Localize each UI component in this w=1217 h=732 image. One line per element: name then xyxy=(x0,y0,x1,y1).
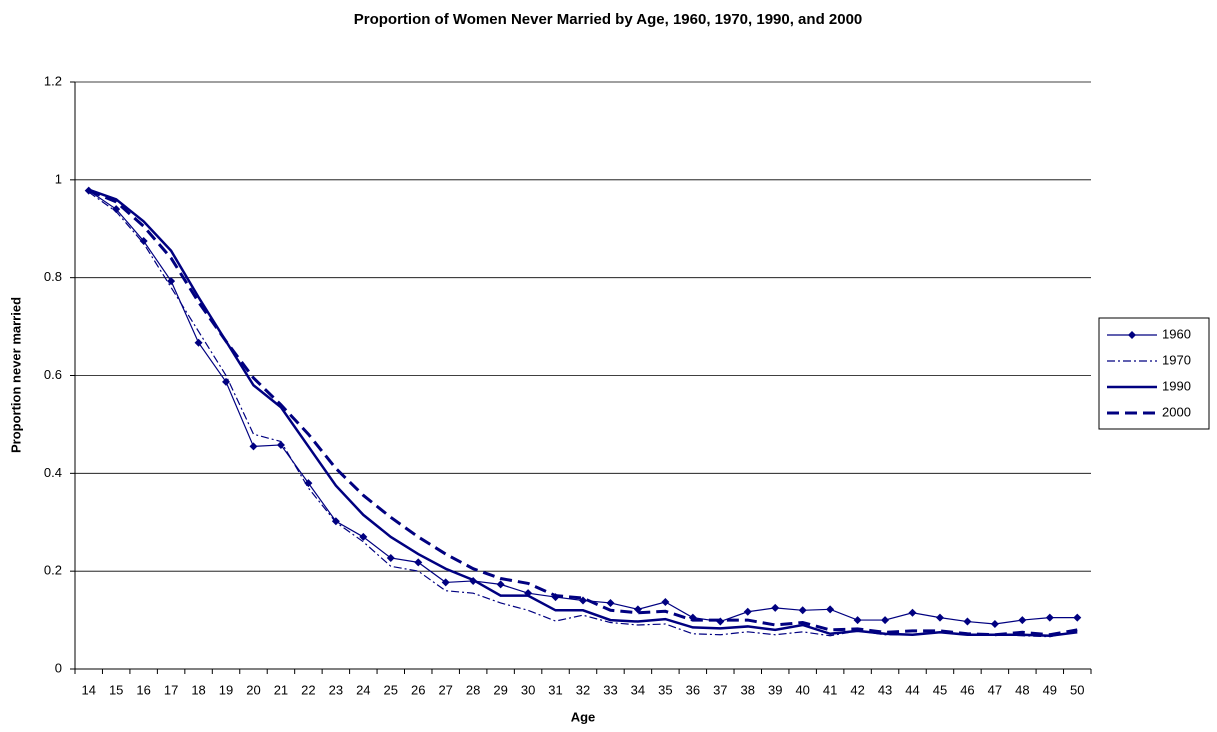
x-tick-label: 49 xyxy=(1043,682,1057,697)
x-tick-label: 39 xyxy=(768,682,782,697)
x-tick-label: 14 xyxy=(81,682,95,697)
legend-box xyxy=(1098,317,1210,430)
x-tick-label: 25 xyxy=(384,682,398,697)
x-tick-label: 37 xyxy=(713,682,727,697)
x-tick-label: 16 xyxy=(136,682,150,697)
y-tick-label: 1 xyxy=(55,171,62,186)
x-tick-label: 24 xyxy=(356,682,370,697)
x-tick-label: 35 xyxy=(658,682,672,697)
legend-label: 1960 xyxy=(1162,326,1191,341)
point-marker xyxy=(249,442,258,451)
x-tick-label: 36 xyxy=(686,682,700,697)
x-tick-label: 41 xyxy=(823,682,837,697)
x-tick-label: 43 xyxy=(878,682,892,697)
point-marker xyxy=(222,377,231,386)
y-axis-label: Proportion never married xyxy=(8,297,23,453)
y-tick-label: 0.2 xyxy=(44,563,62,578)
y-tick-label: 1.2 xyxy=(44,73,62,88)
x-tick-label: 46 xyxy=(960,682,974,697)
point-marker xyxy=(990,619,999,628)
x-tick-label: 42 xyxy=(850,682,864,697)
x-tick-label: 29 xyxy=(493,682,507,697)
point-marker xyxy=(826,605,835,614)
y-tick-label: 0.6 xyxy=(44,367,62,382)
x-tick-label: 34 xyxy=(631,682,645,697)
point-marker xyxy=(194,338,203,347)
legend-marker xyxy=(1128,331,1136,339)
point-marker xyxy=(496,580,505,589)
x-tick-label: 33 xyxy=(603,682,617,697)
x-tick-label: 15 xyxy=(109,682,123,697)
point-marker xyxy=(1073,613,1082,622)
point-marker xyxy=(661,597,670,606)
point-marker xyxy=(167,277,176,286)
series-line xyxy=(88,188,1078,637)
point-marker xyxy=(441,578,450,587)
legend-label: 2000 xyxy=(1162,404,1191,419)
y-tick-label: 0.8 xyxy=(44,269,62,284)
point-marker xyxy=(798,606,807,615)
point-marker xyxy=(386,553,395,562)
point-marker xyxy=(881,616,890,625)
series-line xyxy=(88,189,1078,637)
point-marker xyxy=(1045,613,1054,622)
x-tick-label: 31 xyxy=(548,682,562,697)
x-tick-label: 50 xyxy=(1070,682,1084,697)
point-marker xyxy=(276,440,285,449)
x-tick-label: 38 xyxy=(741,682,755,697)
x-tick-label: 47 xyxy=(988,682,1002,697)
x-tick-label: 22 xyxy=(301,682,315,697)
x-tick-label: 26 xyxy=(411,682,425,697)
point-marker xyxy=(606,598,615,607)
point-marker xyxy=(853,616,862,625)
x-tick-label: 45 xyxy=(933,682,947,697)
x-tick-label: 20 xyxy=(246,682,260,697)
x-tick-label: 17 xyxy=(164,682,178,697)
series-line xyxy=(88,190,1078,625)
x-tick-label: 19 xyxy=(219,682,233,697)
chart-title: Proportion of Women Never Married by Age… xyxy=(354,11,863,28)
x-tick-label: 30 xyxy=(521,682,535,697)
y-tick-label: 0 xyxy=(55,660,62,675)
point-marker xyxy=(139,236,148,245)
legend-label: 1990 xyxy=(1162,378,1191,393)
x-tick-label: 48 xyxy=(1015,682,1029,697)
point-marker xyxy=(414,558,423,567)
x-tick-label: 32 xyxy=(576,682,590,697)
point-marker xyxy=(359,532,368,541)
y-tick-label: 0.4 xyxy=(44,465,62,480)
legend-label: 1970 xyxy=(1162,352,1191,367)
point-marker xyxy=(963,617,972,626)
x-tick-label: 44 xyxy=(905,682,919,697)
x-tick-label: 28 xyxy=(466,682,480,697)
point-marker xyxy=(1018,616,1027,625)
point-marker xyxy=(935,613,944,622)
x-tick-label: 40 xyxy=(795,682,809,697)
point-marker xyxy=(743,607,752,616)
series-line xyxy=(88,191,1078,638)
point-marker xyxy=(908,608,917,617)
point-marker xyxy=(771,603,780,612)
x-tick-label: 27 xyxy=(438,682,452,697)
point-marker xyxy=(112,205,121,214)
x-tick-label: 18 xyxy=(191,682,205,697)
x-axis-label: Age xyxy=(571,709,596,724)
x-tick-label: 21 xyxy=(274,682,288,697)
point-marker xyxy=(579,596,587,605)
x-tick-label: 23 xyxy=(329,682,343,697)
